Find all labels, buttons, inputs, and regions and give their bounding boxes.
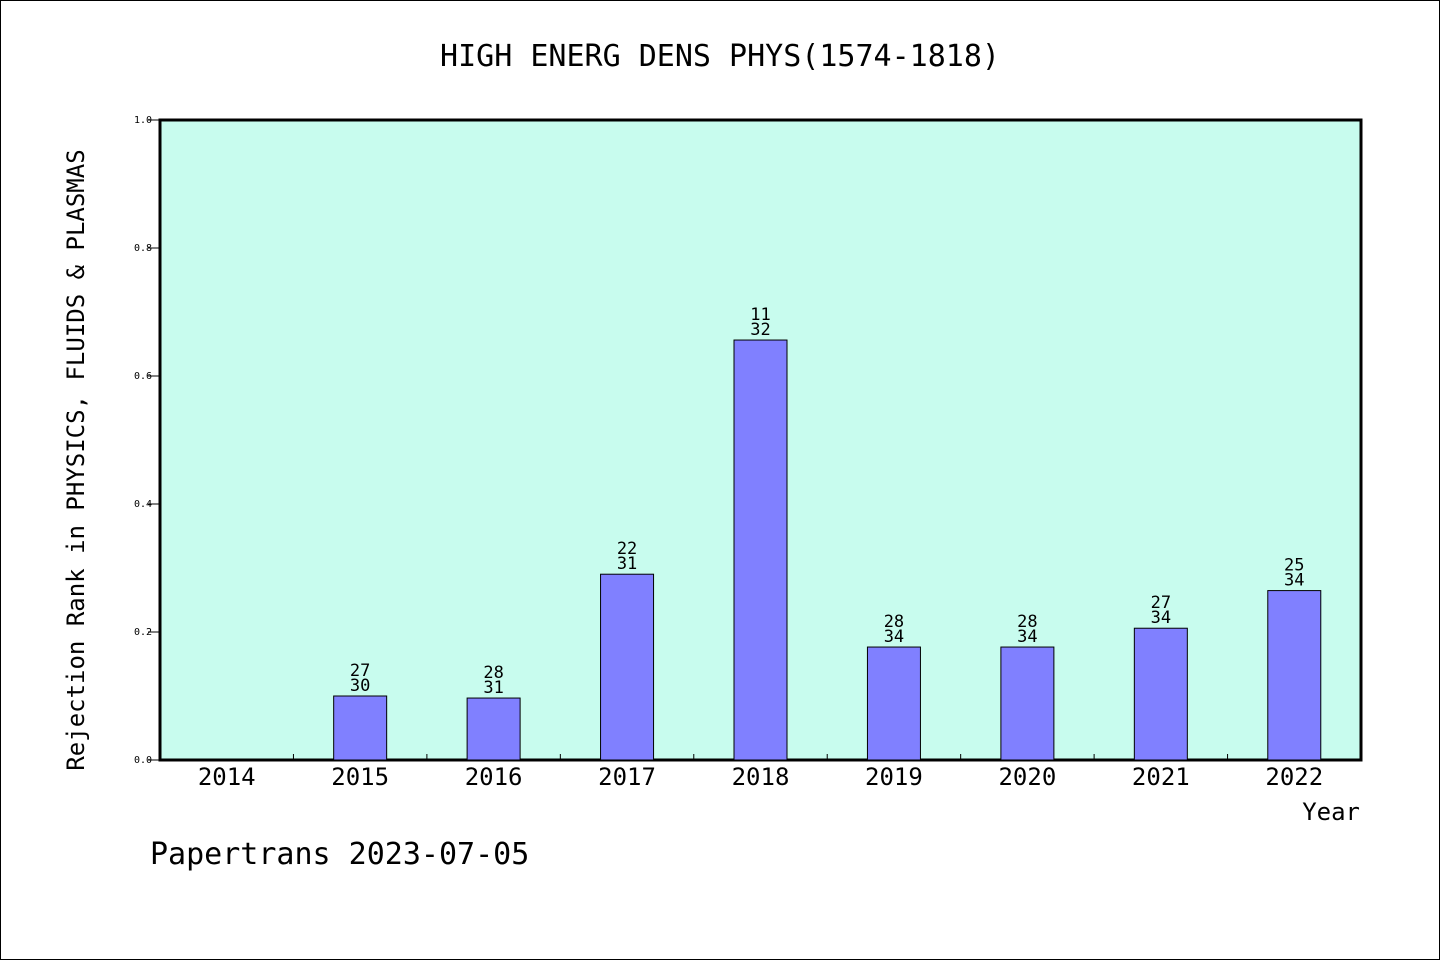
x-tick-label: 2022 xyxy=(1265,763,1323,791)
chart-title: HIGH ENERG DENS PHYS(1574-1818) xyxy=(440,39,1000,74)
bar-2017 xyxy=(600,573,655,761)
bar-label-rank: 28 xyxy=(1017,612,1037,632)
y-axis: 0.0 0.2 0.4 0.6 0.8 1.0 xyxy=(134,115,160,766)
x-tick-label: 2017 xyxy=(598,763,656,791)
bar-label-total: 30 xyxy=(350,676,370,696)
bar-2022 xyxy=(1267,590,1322,761)
x-axis: 2014 2015 2016 2017 2018 2019 2020 2021 2022 xyxy=(198,754,1323,791)
bar-2020 xyxy=(1000,646,1055,761)
bar-2015 xyxy=(333,695,388,761)
bar-label-rank: 27 xyxy=(350,661,370,681)
x-tick-label: 2020 xyxy=(998,763,1056,791)
y-tick-label: 1.0 xyxy=(134,115,152,126)
y-tick-label: 0.4 xyxy=(134,499,152,510)
bar-2016 xyxy=(466,697,521,761)
bar-label-total: 31 xyxy=(617,554,637,574)
bar-label-total: 34 xyxy=(1284,571,1304,591)
bar-2019 xyxy=(866,646,921,761)
bar-label-rank: 28 xyxy=(884,612,904,632)
bar-label-rank: 22 xyxy=(617,539,637,559)
bar-label-rank: 25 xyxy=(1284,556,1304,576)
y-tick-label: 0.6 xyxy=(134,371,152,382)
bar-label-rank: 28 xyxy=(483,663,503,683)
bar-2021 xyxy=(1133,627,1188,761)
bar-label-rank: 27 xyxy=(1151,593,1171,613)
bars xyxy=(333,339,1322,761)
x-tick-label: 2018 xyxy=(732,763,790,791)
x-tick-label: 2016 xyxy=(465,763,523,791)
bar-label-total: 32 xyxy=(750,320,770,340)
bar-label-total: 34 xyxy=(1151,608,1171,628)
x-tick-label: 2019 xyxy=(865,763,923,791)
bar-label-total: 31 xyxy=(483,678,503,698)
footer-credit: Papertrans 2023-07-05 xyxy=(150,837,529,872)
bar-label-rank: 11 xyxy=(750,305,770,325)
bar-label-total: 34 xyxy=(1017,627,1037,647)
bar-2018 xyxy=(733,339,788,761)
x-axis-label: Year xyxy=(1302,798,1360,826)
x-tick-label: 2015 xyxy=(331,763,389,791)
y-tick-label: 0.2 xyxy=(134,627,152,638)
x-tick-label: 2021 xyxy=(1132,763,1190,791)
x-tick-label: 2014 xyxy=(198,763,256,791)
bar-label-total: 34 xyxy=(884,627,904,647)
y-axis-label: Rejection Rank in PHYSICS, FLUIDS & PLAS… xyxy=(62,149,90,770)
y-tick-label: 0.0 xyxy=(134,755,152,766)
y-tick-label: 0.8 xyxy=(134,243,152,254)
